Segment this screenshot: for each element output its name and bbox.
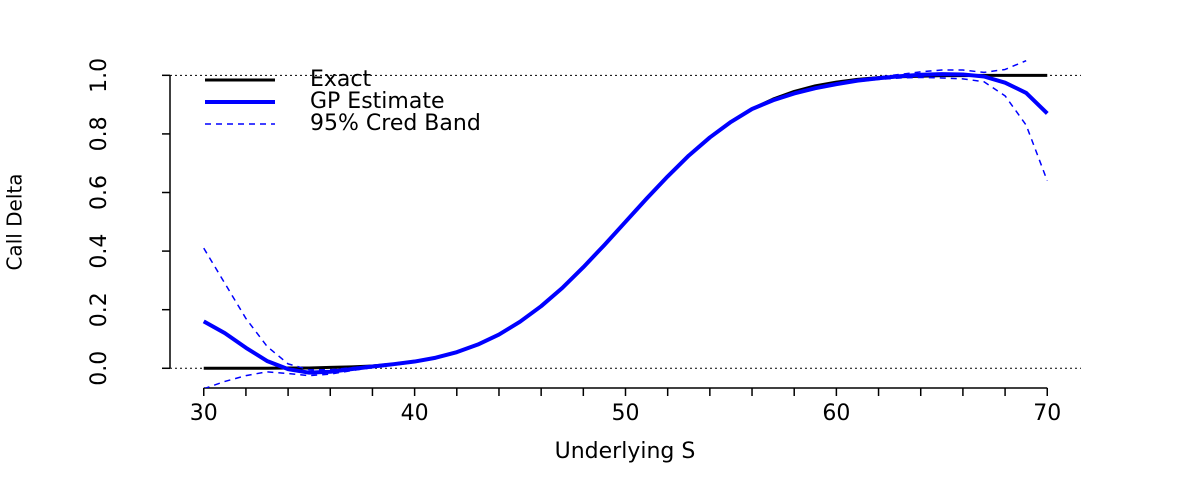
legend-label: Exact xyxy=(310,67,371,92)
y-tick-label: 0.4 xyxy=(87,234,112,269)
y-tick-label: 0.6 xyxy=(87,175,112,210)
y-tick-label: 0.2 xyxy=(87,292,112,327)
x-tick-label: 40 xyxy=(401,401,429,426)
plot-area xyxy=(202,59,1049,388)
legend-label: GP Estimate xyxy=(310,89,444,114)
y-axis-label: Call Delta xyxy=(3,173,27,270)
x-tick-label: 50 xyxy=(612,401,640,426)
y-tick-label: 0.0 xyxy=(87,351,112,386)
x-tick-label: 70 xyxy=(1033,401,1061,426)
series-line xyxy=(203,76,1048,388)
y-tick-label: 1.0 xyxy=(87,58,112,93)
legend-label: 95% Cred Band xyxy=(310,111,481,136)
y-tick-label: 0.8 xyxy=(87,116,112,151)
x-tick-label: 30 xyxy=(190,401,218,426)
x-axis-label: Underlying S xyxy=(555,439,696,464)
x-tick-label: 60 xyxy=(822,401,850,426)
